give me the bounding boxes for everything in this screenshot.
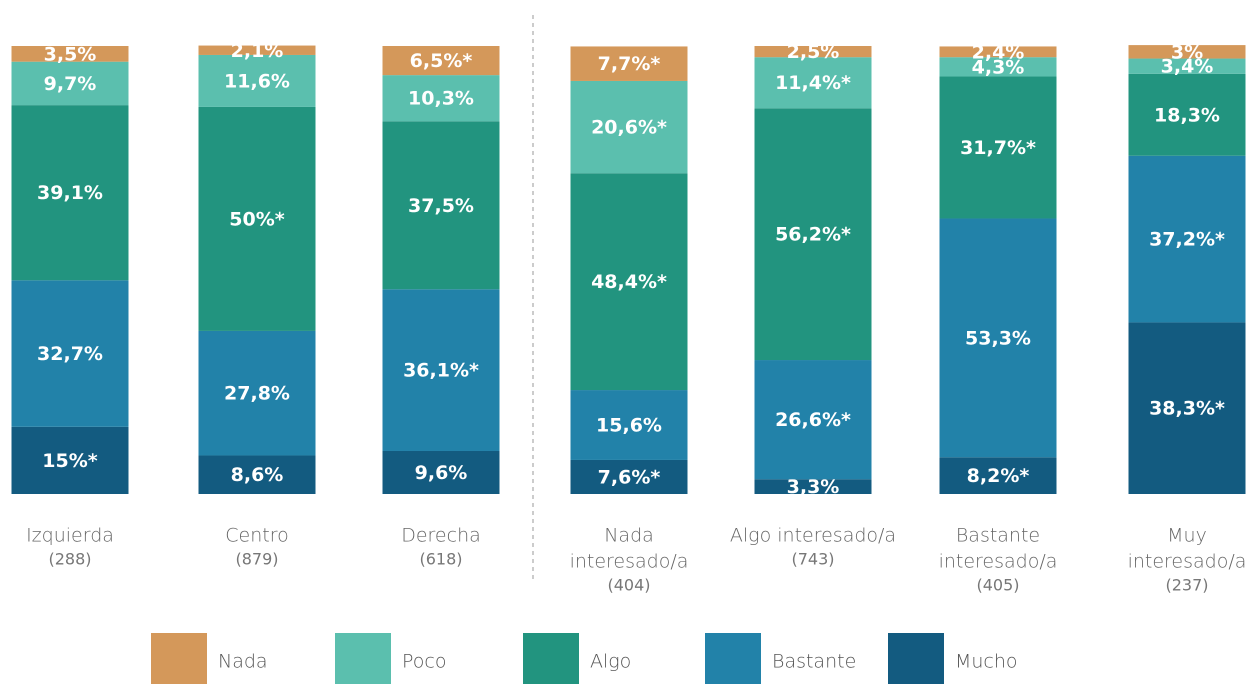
data-label: 8,6%: [231, 464, 284, 486]
legend-swatch: [523, 633, 579, 684]
bar-segment: [198, 45, 316, 55]
bar-segment: [1128, 73, 1246, 156]
data-label: 7,7%*: [598, 53, 661, 75]
data-label: 20,6%*: [591, 117, 667, 139]
bar-segment: [382, 450, 500, 494]
sample-size: (237): [1165, 576, 1208, 595]
data-label: 4,3%: [972, 56, 1025, 78]
data-label: 36,1%*: [403, 360, 479, 382]
legend-swatch: [151, 633, 207, 684]
x-tick-label: Derecha: [401, 525, 481, 547]
bar-segment: [11, 61, 129, 106]
data-label: 3%: [1171, 41, 1203, 63]
legend-label: Algo: [590, 651, 631, 673]
bar-segment: [570, 173, 688, 391]
x-tick-label: Centro: [225, 525, 288, 547]
x-tick-label: Nada: [604, 525, 654, 547]
data-label: 53,3%: [965, 327, 1031, 349]
bar-segment: [198, 330, 316, 456]
bar-segment: [570, 46, 688, 81]
bar-segment: [11, 105, 129, 281]
x-tick-label: Izquierda: [26, 525, 114, 547]
data-label: 11,6%: [224, 70, 290, 92]
data-label: 38,3%*: [1149, 398, 1225, 420]
data-label: 3,5%: [44, 43, 97, 65]
bar-segment: [570, 390, 688, 460]
data-label: 2,4%: [972, 41, 1025, 63]
bar-segment: [754, 57, 872, 109]
data-label: 9,7%: [44, 73, 97, 95]
x-tick-label: Bastante: [956, 525, 1040, 547]
data-label: 27,8%: [224, 383, 290, 405]
sample-size: (404): [607, 576, 650, 595]
data-label: 2,1%: [231, 40, 284, 62]
bar-segment: [754, 360, 872, 480]
data-label: 11,4%*: [775, 72, 851, 94]
bar-segment: [1128, 322, 1246, 494]
legend-label: Nada: [218, 651, 268, 673]
legend-swatch: [705, 633, 761, 684]
x-tick-label: interesado/a: [939, 551, 1058, 573]
bar-segment: [1128, 58, 1246, 74]
x-tick-label: interesado/a: [1128, 551, 1247, 573]
sample-size: (618): [419, 550, 462, 569]
bar-segment: [754, 46, 872, 58]
data-label: 10,3%: [408, 88, 474, 110]
bar-segment: [939, 457, 1057, 494]
data-label: 2,5%: [787, 41, 840, 63]
bar-segment: [382, 46, 500, 76]
bar-segment: [198, 54, 316, 107]
sample-size: (288): [48, 550, 91, 569]
data-label: 50%*: [229, 208, 284, 230]
bar-segment: [754, 108, 872, 361]
data-label: 37,2%*: [1149, 229, 1225, 251]
x-tick-label: Muy: [1167, 525, 1207, 547]
x-tick-label: interesado/a: [570, 551, 689, 573]
legend-swatch: [888, 633, 944, 684]
bar-segment: [754, 479, 872, 494]
bar-segment: [939, 218, 1057, 458]
data-label: 9,6%: [415, 462, 468, 484]
bar-segment: [11, 46, 129, 62]
bar-segment: [570, 459, 688, 494]
data-label: 15%*: [42, 450, 97, 472]
bar-segment: [570, 80, 688, 174]
data-label: 3,4%: [1161, 56, 1214, 78]
bar-segment: [11, 280, 129, 427]
sample-size: (879): [235, 550, 278, 569]
bar-segment: [1128, 155, 1246, 323]
bar-segment: [939, 76, 1057, 219]
data-label: 8,2%*: [967, 465, 1030, 487]
data-label: 56,2%*: [775, 224, 851, 246]
legend-label: Bastante: [772, 651, 856, 673]
data-label: 6,5%*: [410, 50, 473, 72]
legend-label: Mucho: [955, 651, 1018, 673]
bar-segment: [382, 289, 500, 451]
data-label: 26,6%*: [775, 409, 851, 431]
data-label: 15,6%: [596, 415, 662, 437]
bar-segment: [382, 121, 500, 290]
bar-segment: [939, 46, 1057, 58]
data-label: 39,1%: [37, 182, 103, 204]
data-label: 37,5%: [408, 195, 474, 217]
bar-segment: [382, 75, 500, 122]
data-label: 18,3%: [1154, 104, 1220, 126]
sample-size: (405): [976, 576, 1019, 595]
bar-segment: [198, 106, 316, 331]
bar-segment: [939, 57, 1057, 77]
data-label: 3,3%: [787, 476, 840, 498]
data-label: 32,7%: [37, 343, 103, 365]
legend-label: Poco: [402, 651, 446, 673]
data-label: 48,4%*: [591, 271, 667, 293]
legend-swatch: [335, 633, 391, 684]
sample-size: (743): [791, 550, 834, 569]
bar-segment: [1128, 45, 1246, 59]
bar-segment: [11, 426, 129, 494]
data-label: 7,6%*: [598, 466, 661, 488]
data-label: 31,7%*: [960, 137, 1036, 159]
bar-segment: [198, 455, 316, 494]
x-tick-label: Algo interesado/a: [730, 525, 896, 547]
